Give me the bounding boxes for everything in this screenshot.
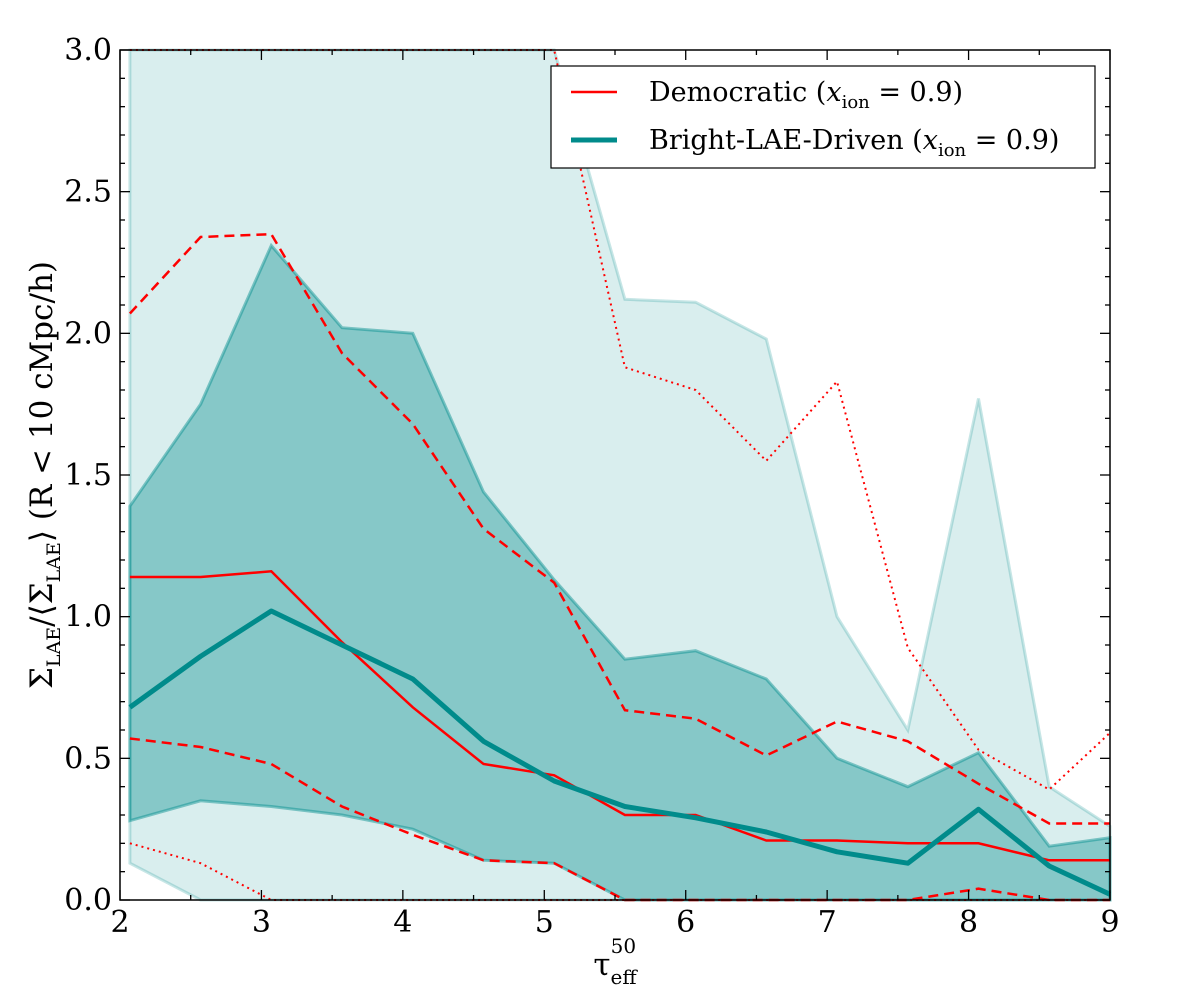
x-tick-label: 3	[252, 905, 271, 940]
legend: Democratic (xion = 0.9) Bright-LAE-Drive…	[550, 65, 1096, 169]
x-tick-label: 5	[535, 905, 554, 940]
x-tick-label: 2	[110, 905, 129, 940]
y-tick-label: 2.0	[64, 316, 112, 351]
x-tick-label: 9	[1100, 905, 1119, 940]
dashed-upper-democratic	[128, 232, 1110, 825]
x-tick-label: 6	[676, 905, 695, 940]
median-line-democratic	[129, 570, 1110, 862]
y-tick-label: 2.5	[64, 175, 112, 210]
legend-entry-democratic: Democratic (xion = 0.9)	[649, 77, 963, 113]
median-line-bright-lae-driven	[128, 608, 1112, 897]
y-tick-label: 3.0	[64, 33, 112, 68]
x-tick-label: 4	[393, 905, 412, 940]
y-tick-label: 0.5	[64, 741, 112, 776]
legend-box	[550, 65, 1096, 169]
x-axis-label: τeff50	[593, 934, 638, 989]
y-tick-label: 1.0	[64, 600, 112, 635]
confidence-bands	[128, 48, 1112, 902]
y-tick-label: 0.0	[64, 883, 112, 918]
x-tick-label: 8	[959, 905, 978, 940]
tick-labels: 2 3 4 5 6 7 8 9 0.0 0.5 1.0 1.5 2.0 2.5 3.0	[64, 33, 1119, 940]
y-tick-label: 1.5	[64, 458, 112, 493]
x-tick-label: 7	[818, 905, 837, 940]
axis-ticks	[119, 49, 1111, 901]
legend-entry-bright-lae-driven: Bright-LAE-Driven (xion = 0.9)	[649, 125, 1059, 161]
y-axis-label: ΣLAE/⟨ΣLAE⟩ (R < 10 cMpc/h)	[24, 261, 65, 689]
